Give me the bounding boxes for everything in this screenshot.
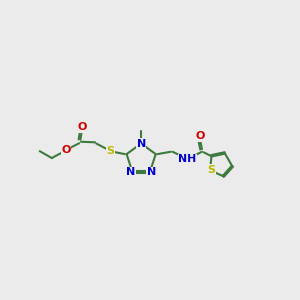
Text: O: O bbox=[196, 131, 205, 141]
Text: N: N bbox=[126, 167, 136, 177]
Text: NH: NH bbox=[178, 154, 196, 164]
Text: N: N bbox=[136, 139, 146, 148]
Text: O: O bbox=[77, 122, 86, 132]
Text: N: N bbox=[147, 167, 156, 177]
Text: O: O bbox=[61, 145, 71, 155]
Text: S: S bbox=[208, 165, 215, 175]
Text: S: S bbox=[106, 146, 114, 156]
